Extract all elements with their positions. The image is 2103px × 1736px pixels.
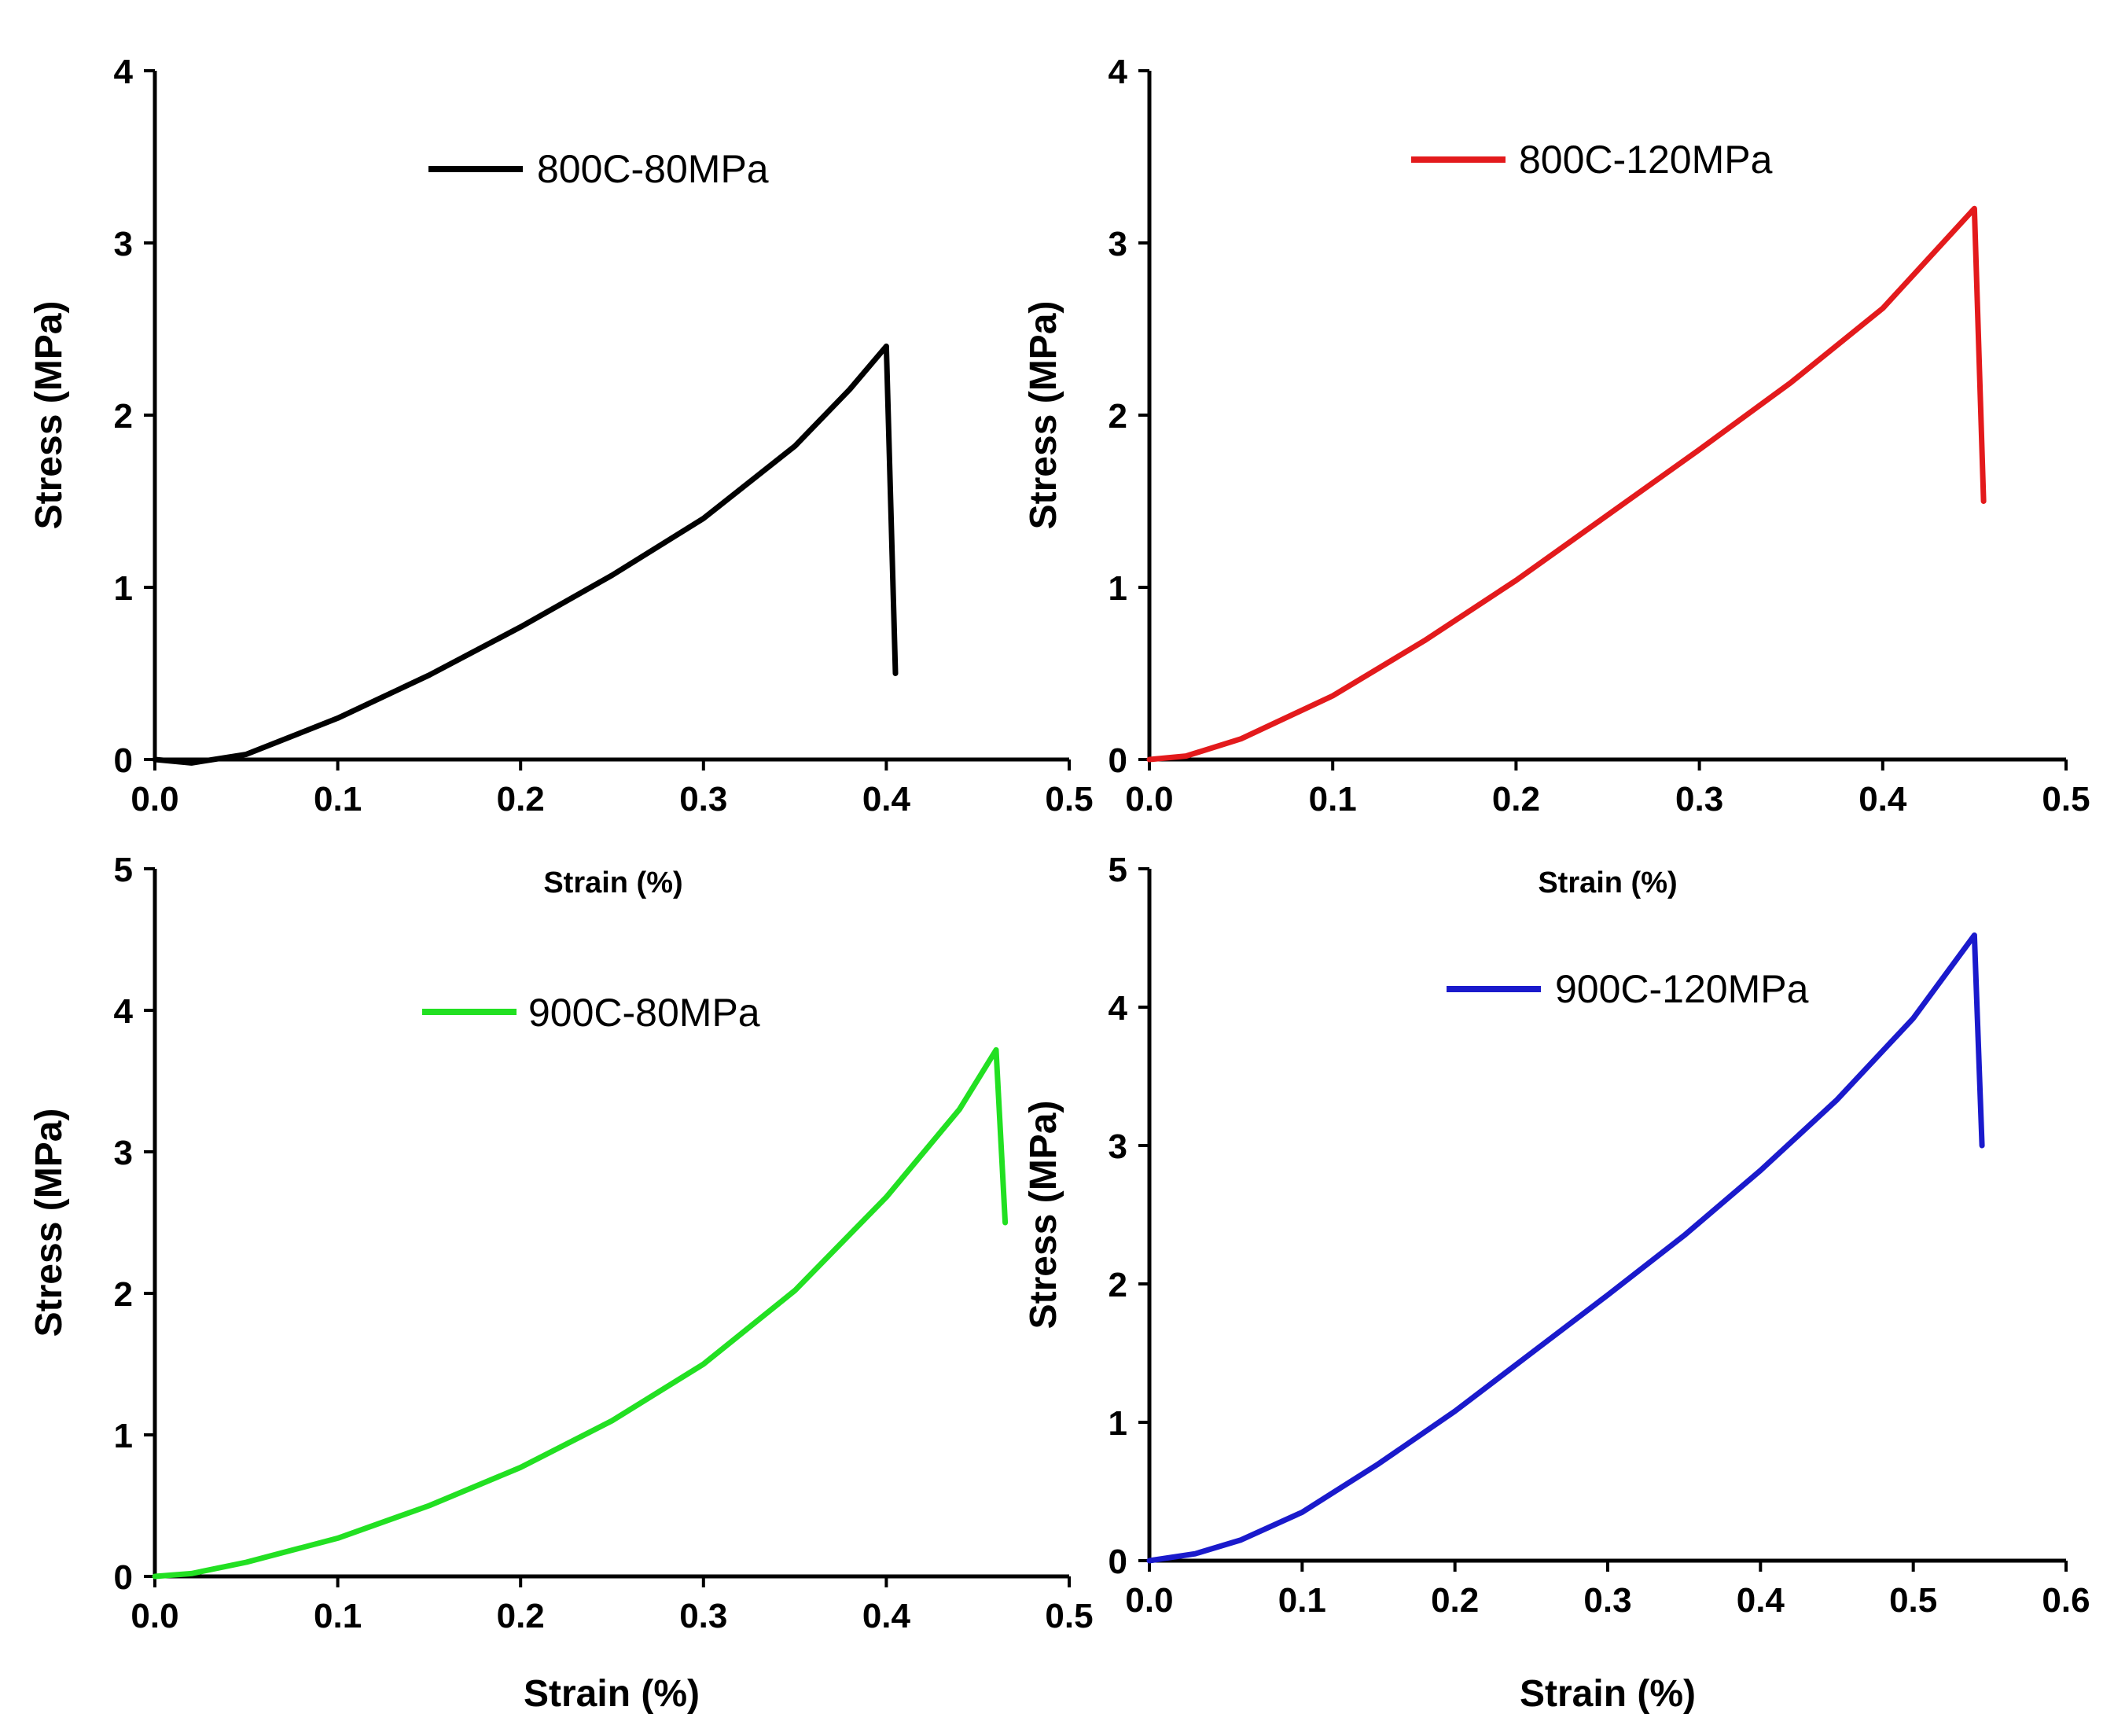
x-tick-label: 0.1	[314, 780, 362, 818]
x-tick-label: 0.0	[1125, 1581, 1173, 1620]
series-line-800C-120MPa	[1146, 205, 1987, 763]
y-tick-label: 2	[1108, 397, 1127, 436]
chart-panel-2: 0.0 0.1 0.2 0.3 0.4 0.5 0 1 2 3 4 Strain (%) Stress …	[1023, 53, 2090, 899]
y-tick-label: 0	[114, 741, 133, 780]
y-tick-label: 3	[114, 225, 133, 263]
x-tick-label: 0.1	[1309, 780, 1357, 818]
legend-label: 900C-120MPa	[1555, 967, 1809, 1011]
x-tick-label: 0.4	[862, 780, 911, 818]
series-line-800C-80MPa	[152, 343, 899, 766]
y-axis-title: Stress (MPa)	[1023, 301, 1064, 530]
chart-panel-3: 0.0 0.1 0.2 0.3 0.4 0.5 0 1 2 3 4 5 Strain (%) Stress…	[28, 851, 1094, 1715]
y-tick-label: 1	[114, 1417, 133, 1455]
y-axis-title: Stress (MPa)	[28, 1109, 70, 1337]
x-tick-label: 0.5	[1045, 780, 1093, 818]
x-tick-label: 0.2	[1492, 780, 1540, 818]
y-tick-label: 1	[1108, 1404, 1127, 1443]
x-tick-label: 0.2	[1431, 1581, 1479, 1620]
x-tick-label: 0.5	[2042, 780, 2090, 818]
x-tick-label: 0.3	[679, 780, 727, 818]
x-tick-label: 0.3	[679, 1597, 727, 1635]
series-line-900C-120MPa	[1146, 932, 1985, 1564]
y-tick-label: 3	[114, 1134, 133, 1172]
legend: 900C-80MPa	[422, 991, 760, 1035]
y-tick-label: 0	[114, 1558, 133, 1597]
x-axis-title: Strain (%)	[524, 1673, 700, 1715]
x-tick-label: 0.5	[1045, 1597, 1093, 1635]
y-tick-label: 5	[114, 851, 133, 889]
y-axis-title: Stress (MPa)	[28, 301, 70, 530]
legend-label: 800C-80MPa	[537, 147, 769, 191]
x-tick-label: 0.1	[314, 1597, 362, 1635]
x-tick-label: 0.6	[2042, 1581, 2090, 1620]
y-tick-label: 2	[114, 397, 133, 436]
y-tick-label: 1	[114, 569, 133, 608]
chart-panel-1: 0.0 0.1 0.2 0.3 0.4 0.5 0 1 2 3 4 Strain (%) Stress …	[28, 53, 1094, 899]
x-tick-label: 0.1	[1278, 1581, 1326, 1620]
x-tick-label: 0.0	[1125, 780, 1173, 818]
y-axis-title: Stress (MPa)	[1023, 1101, 1064, 1330]
x-tick-label: 0.2	[497, 1597, 545, 1635]
y-tick-label: 3	[1108, 1127, 1127, 1166]
y-tick-label: 4	[1108, 989, 1128, 1028]
x-tick-label: 0.0	[131, 1597, 178, 1635]
x-tick-label: 0.0	[131, 780, 178, 818]
y-tick-label: 4	[114, 992, 134, 1031]
x-tick-label: 0.5	[1889, 1581, 1937, 1620]
x-tick-label: 0.3	[1675, 780, 1723, 818]
y-tick-label: 4	[114, 53, 134, 91]
y-tick-label: 2	[114, 1275, 133, 1314]
x-tick-label: 0.4	[1737, 1581, 1785, 1620]
legend-label: 900C-80MPa	[528, 991, 760, 1035]
x-tick-label: 0.4	[862, 1597, 911, 1635]
legend: 800C-120MPa	[1411, 138, 1773, 182]
x-tick-label: 0.3	[1583, 1581, 1631, 1620]
y-tick-label: 1	[1108, 569, 1127, 608]
y-tick-label: 5	[1108, 851, 1127, 889]
legend-label: 800C-120MPa	[1519, 138, 1773, 182]
chart-panel-4: 0.0 0.1 0.2 0.3 0.4 0.5 0.6 0 1 2 3 4 5 Strain (%) Str…	[1023, 851, 2090, 1715]
y-tick-label: 3	[1108, 225, 1127, 263]
y-tick-label: 0	[1108, 1543, 1127, 1581]
series-line-900C-80MPa	[152, 1046, 1009, 1580]
x-tick-label: 0.4	[1859, 780, 1907, 818]
x-axis-title: Strain (%)	[543, 866, 682, 899]
legend: 800C-80MPa	[428, 147, 769, 191]
x-axis-title: Strain (%)	[1538, 866, 1677, 899]
y-tick-label: 2	[1108, 1266, 1127, 1304]
x-axis-title: Strain (%)	[1520, 1673, 1696, 1715]
y-tick-label: 4	[1108, 53, 1128, 91]
x-tick-label: 0.2	[497, 780, 545, 818]
y-tick-label: 0	[1108, 741, 1127, 780]
legend: 900C-120MPa	[1447, 967, 1809, 1011]
